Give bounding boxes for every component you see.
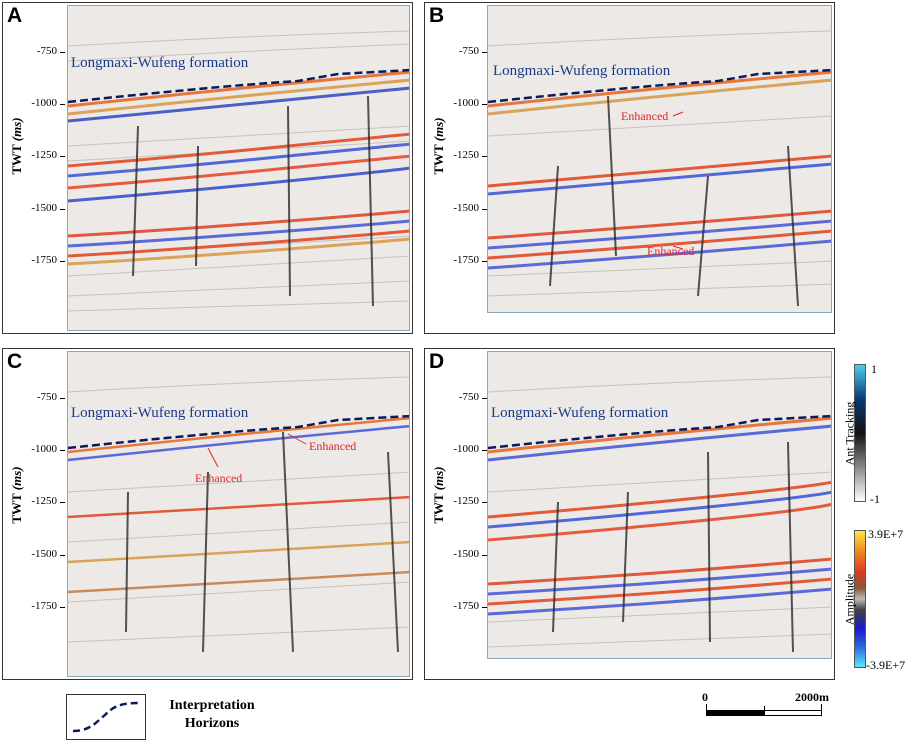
legend-label: Interpretation Horizons bbox=[169, 698, 255, 731]
scale-end-label: 2000m bbox=[795, 690, 829, 704]
tick-label: -1500 bbox=[453, 548, 479, 560]
tick-label: -750 bbox=[458, 45, 479, 57]
tick-label: -1000 bbox=[453, 97, 479, 109]
colorbar-max-label: 3.9E+7 bbox=[868, 527, 904, 541]
panel-letter: C bbox=[7, 350, 23, 373]
colorbar-title: Ant Tracking bbox=[842, 401, 857, 466]
legend-horizon-swatch bbox=[66, 694, 146, 740]
colorbar-title: Amplitude bbox=[842, 573, 857, 626]
seismic-image bbox=[68, 6, 409, 330]
enhanced-label: Enhanced bbox=[621, 109, 669, 123]
tick-label: -750 bbox=[36, 391, 57, 403]
horizon-line bbox=[488, 68, 831, 104]
tick-label: -1000 bbox=[453, 443, 479, 455]
seismic-section bbox=[67, 5, 410, 331]
tick-label: -1750 bbox=[31, 254, 57, 266]
panel-letter: A bbox=[7, 4, 23, 27]
tick-label: -1250 bbox=[453, 495, 479, 507]
tick-label: -1500 bbox=[31, 202, 57, 214]
seismic-image bbox=[488, 6, 831, 312]
tick-label: -1500 bbox=[31, 548, 57, 560]
horizon-swatch-icon bbox=[72, 701, 140, 733]
scale-bar-black bbox=[706, 710, 764, 716]
seismic-image bbox=[488, 352, 831, 658]
tick-label: -1000 bbox=[31, 443, 57, 455]
enhanced-label: Enhanced bbox=[309, 439, 357, 453]
tick-label: -1250 bbox=[453, 149, 479, 161]
seismic-section bbox=[67, 351, 410, 677]
horizon-line bbox=[488, 414, 831, 450]
panel-letter: B bbox=[429, 4, 445, 27]
enhanced-label: Enhanced bbox=[195, 471, 243, 485]
tick-label: -1750 bbox=[31, 600, 57, 612]
horizon-line bbox=[68, 68, 409, 104]
seismic-section bbox=[487, 351, 832, 659]
scale-bar-white bbox=[764, 710, 822, 716]
tick-label: -1750 bbox=[453, 600, 479, 612]
tick-label: -750 bbox=[36, 45, 57, 57]
seismic-image bbox=[68, 352, 409, 676]
colorbar-min-label: -3.9E+7 bbox=[866, 658, 906, 672]
colorbar-max-label: 1 bbox=[871, 362, 877, 376]
scale-start-label: 0 bbox=[702, 690, 708, 704]
tick-label: -750 bbox=[458, 391, 479, 403]
formation-label: Longmaxi-Wufeng formation bbox=[71, 405, 249, 421]
amplitude-gradient bbox=[854, 530, 866, 668]
tick-label: -1250 bbox=[31, 495, 57, 507]
horizon-line bbox=[68, 414, 409, 450]
ant-tracking-gradient bbox=[854, 364, 866, 502]
panel-d: D TWT (ms) -750 -1000 -1250 -1500 -1750 bbox=[424, 348, 835, 680]
y-axis-label: TWT (ms) bbox=[9, 117, 24, 175]
seismic-section bbox=[487, 5, 832, 313]
tick-label: -1000 bbox=[31, 97, 57, 109]
panel-letter: D bbox=[429, 350, 445, 373]
tick-label: -1750 bbox=[453, 254, 479, 266]
formation-label: Longmaxi-Wufeng formation bbox=[71, 55, 249, 71]
tick-label: -1500 bbox=[453, 202, 479, 214]
formation-label: Longmaxi-Wufeng formation bbox=[493, 63, 671, 79]
panel-c: C TWT (ms) -750 -1000 -1250 -1500 -1750 bbox=[2, 348, 413, 680]
panel-a: A TWT (ms) -750 -1000 -1250 -1500 -1750 bbox=[2, 2, 413, 334]
colorbar-min-label: -1 bbox=[870, 492, 880, 506]
enhanced-label: Enhanced bbox=[647, 244, 695, 258]
y-axis-label: TWT (ms) bbox=[431, 117, 446, 175]
formation-label: Longmaxi-Wufeng formation bbox=[491, 405, 669, 421]
panel-b: B TWT (ms) -750 -1000 -1250 -1500 -1750 bbox=[424, 2, 835, 334]
tick-label: -1250 bbox=[31, 149, 57, 161]
